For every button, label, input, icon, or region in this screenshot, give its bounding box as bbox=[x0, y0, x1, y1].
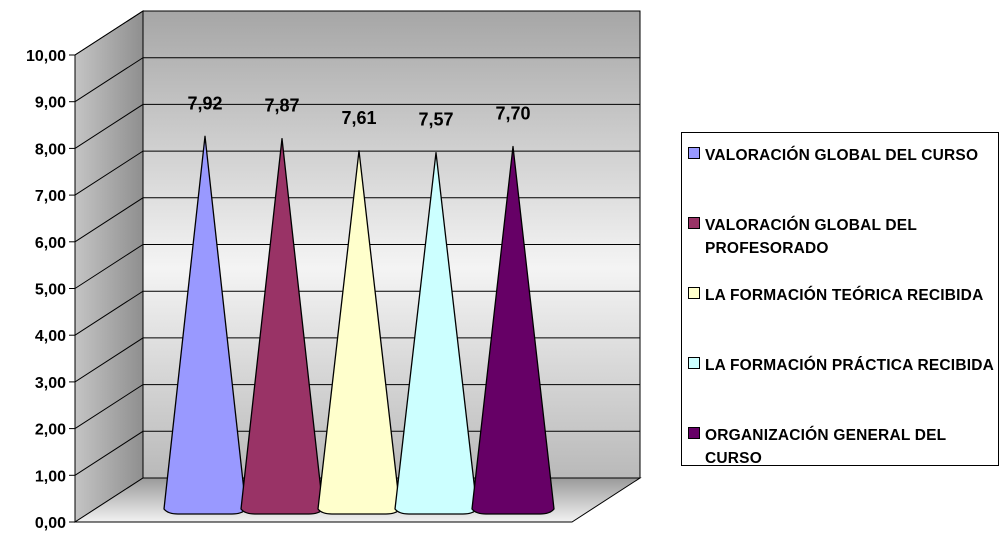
y-tick-label: 7,00 bbox=[35, 188, 66, 205]
data-label-4: 7,57 bbox=[418, 110, 453, 130]
y-tick-label: 4,00 bbox=[35, 328, 66, 345]
legend-label: VALORACIÓN GLOBAL DEL PROFESORADO bbox=[705, 217, 917, 257]
gridlines bbox=[74, 10, 640, 476]
legend-swatch bbox=[688, 287, 700, 299]
gridline bbox=[74, 103, 640, 149]
gridline bbox=[74, 290, 640, 336]
data-label-1: 7,92 bbox=[187, 93, 222, 113]
legend-label: ORGANIZACIÓN GENERAL DEL CURSO bbox=[705, 427, 947, 467]
legend-item-1: VALORACIÓN GLOBAL DEL CURSO bbox=[688, 144, 996, 167]
legend-swatch bbox=[688, 357, 700, 369]
y-axis: 0,00 1,00 2,00 3,00 4,00 5,00 6,00 7,00 8,00 9,00… bbox=[26, 48, 76, 532]
legend: VALORACIÓN GLOBAL DEL CURSO VALORACIÓN GL… bbox=[681, 132, 999, 467]
gridline bbox=[74, 57, 640, 103]
cone-5 bbox=[471, 145, 555, 515]
gridline bbox=[74, 384, 640, 430]
gridline bbox=[74, 430, 640, 476]
y-tick-label: 1,00 bbox=[35, 468, 66, 485]
legend-swatch bbox=[688, 217, 700, 229]
gridline bbox=[74, 337, 640, 383]
legend-swatch bbox=[688, 147, 700, 159]
y-tick-label: 10,00 bbox=[26, 48, 66, 65]
legend-item-3: LA FORMACIÓN TEÓRICA RECIBIDA bbox=[688, 284, 996, 307]
cone-series bbox=[163, 135, 555, 515]
y-tick-label: 3,00 bbox=[35, 375, 66, 392]
gridline bbox=[74, 10, 640, 56]
gridline bbox=[74, 197, 640, 243]
data-label-5: 7,70 bbox=[495, 104, 530, 124]
data-labels: 7,92 7,87 7,61 7,57 7,70 bbox=[187, 93, 530, 129]
legend-item-5: ORGANIZACIÓN GENERAL DEL CURSO bbox=[688, 424, 996, 470]
legend-label: VALORACIÓN GLOBAL DEL CURSO bbox=[705, 147, 979, 164]
data-label-3: 7,61 bbox=[341, 108, 376, 128]
y-tick-label: 2,00 bbox=[35, 422, 66, 439]
gridline bbox=[74, 150, 640, 196]
gridline bbox=[74, 244, 640, 289]
legend-item-4: LA FORMACIÓN PRÁCTICA RECIBIDA bbox=[688, 354, 996, 377]
y-tick-label: 5,00 bbox=[35, 282, 66, 299]
data-label-2: 7,87 bbox=[264, 96, 299, 116]
legend-label: LA FORMACIÓN PRÁCTICA RECIBIDA bbox=[705, 357, 995, 374]
legend-label: LA FORMACIÓN TEÓRICA RECIBIDA bbox=[705, 287, 984, 304]
y-tick-label: 6,00 bbox=[35, 235, 66, 252]
y-tick-label: 9,00 bbox=[35, 95, 66, 112]
legend-item-2: VALORACIÓN GLOBAL DEL PROFESORADO bbox=[688, 214, 996, 260]
legend-swatch bbox=[688, 427, 700, 439]
y-tick-label: 8,00 bbox=[35, 141, 66, 158]
y-tick-label: 0,00 bbox=[35, 515, 66, 532]
